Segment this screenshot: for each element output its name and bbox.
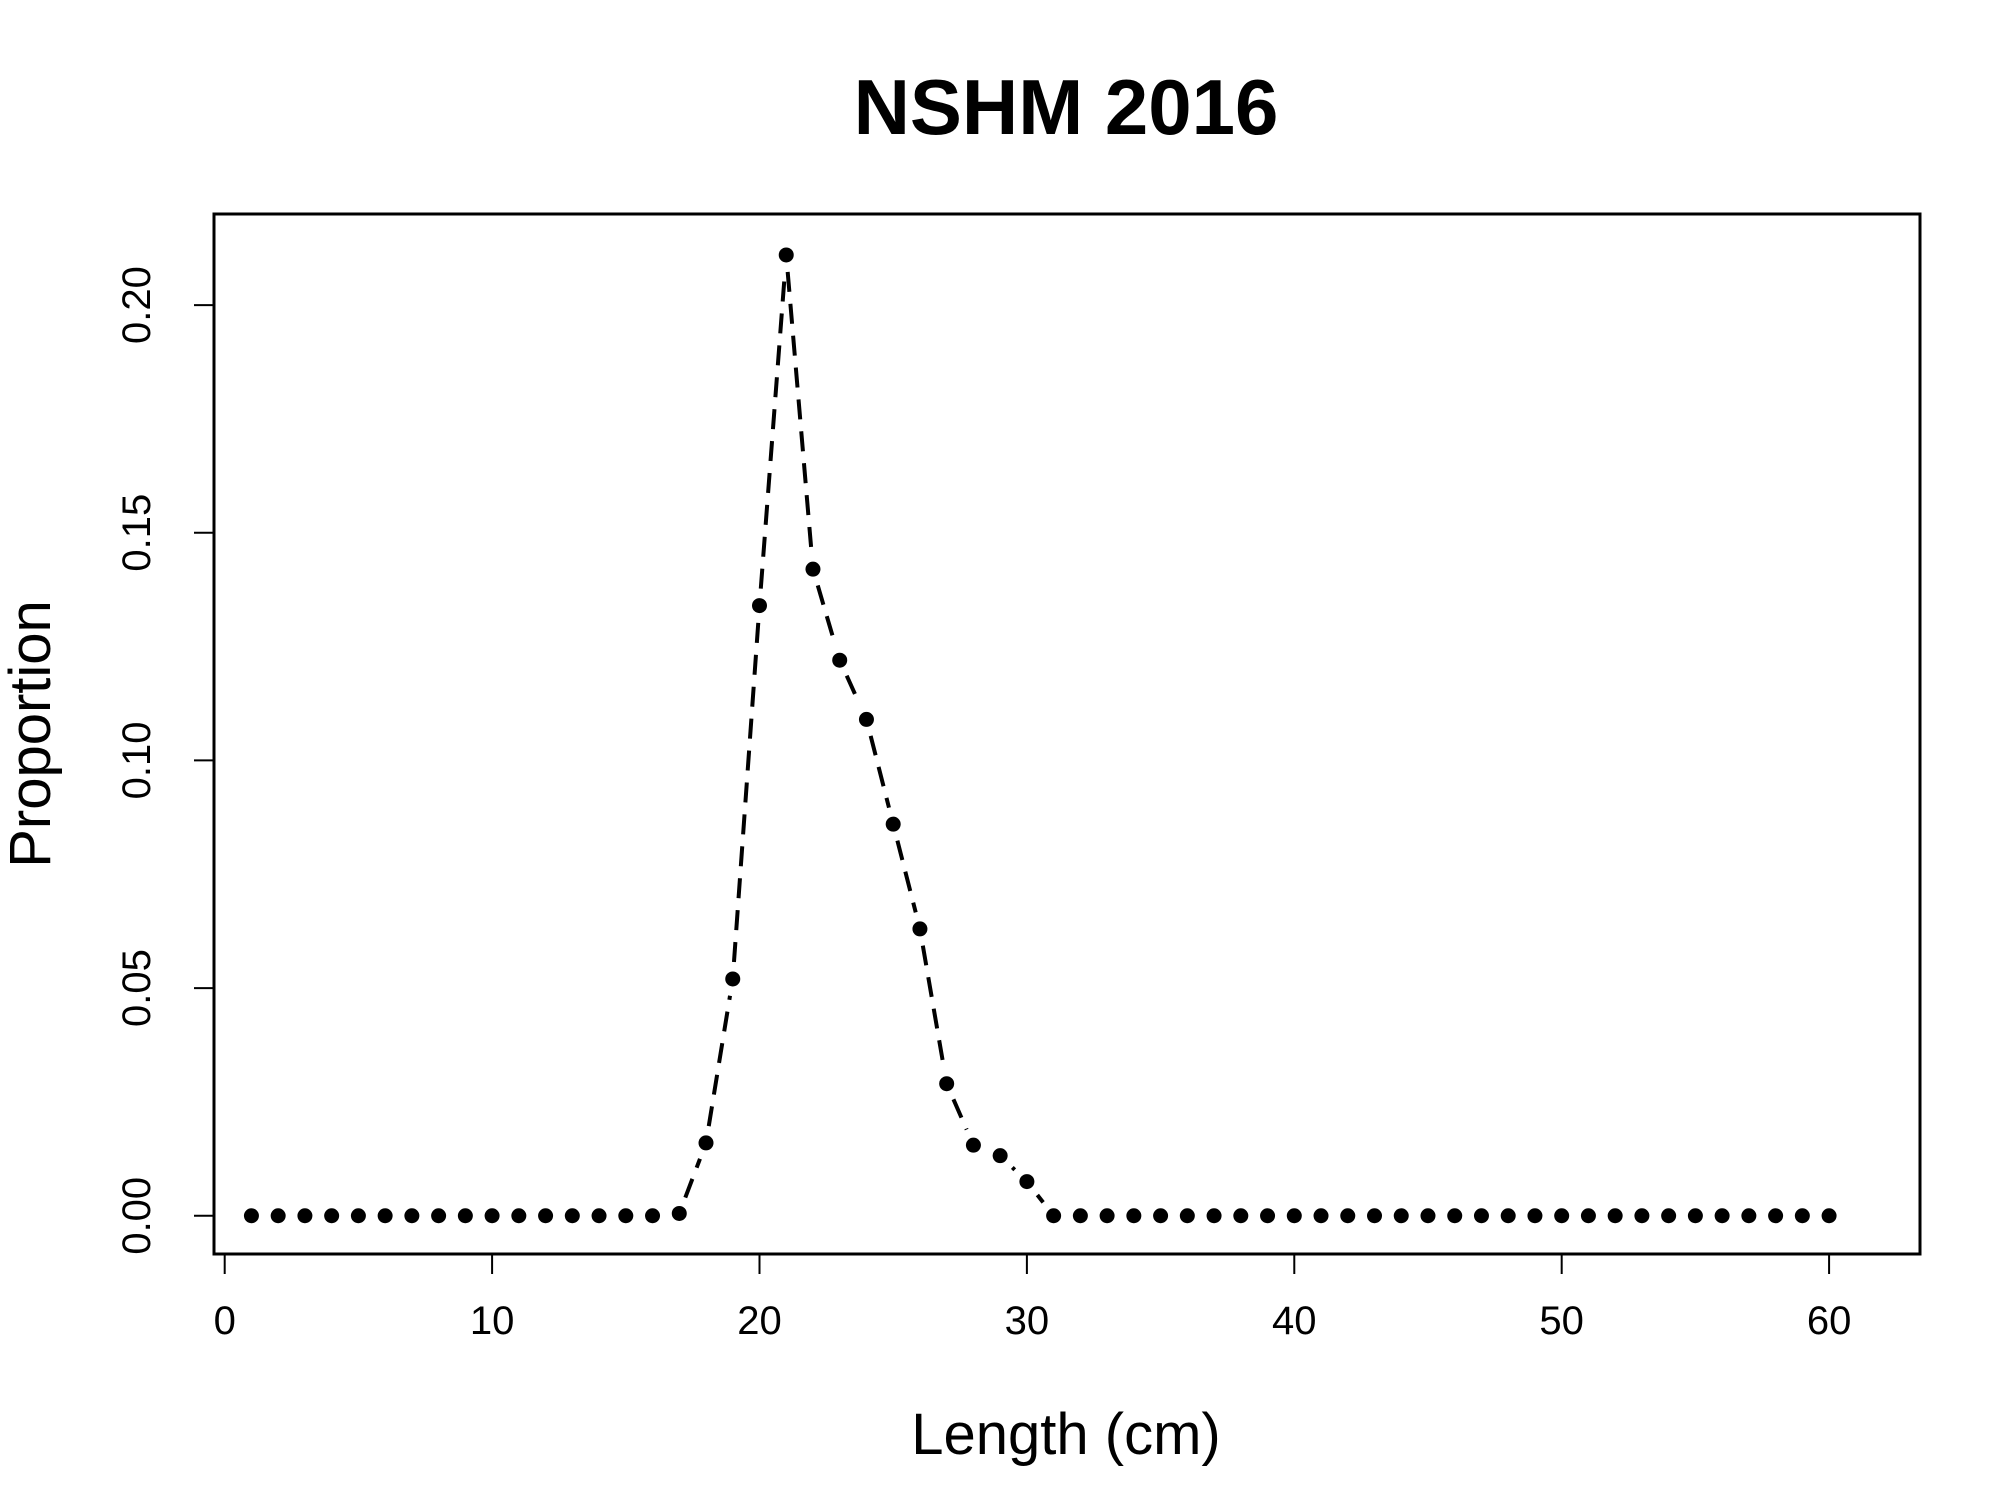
data-point: [1099, 1208, 1115, 1224]
data-point: [805, 561, 821, 577]
data-point: [1607, 1208, 1623, 1224]
data-point: [965, 1137, 981, 1153]
x-tick-label: 10: [470, 1299, 515, 1343]
data-point: [1821, 1208, 1837, 1224]
data-point: [243, 1208, 259, 1224]
y-tick-label: 0.20: [115, 266, 159, 344]
series-line-segment: [951, 1098, 969, 1131]
y-tick-label: 0.00: [115, 1177, 159, 1255]
data-point: [1687, 1208, 1703, 1224]
data-point: [1527, 1208, 1543, 1224]
data-point: [297, 1208, 313, 1224]
data-point: [511, 1208, 527, 1224]
series-line-segment: [683, 1158, 702, 1199]
x-axis-label: Length (cm): [911, 1402, 1220, 1467]
data-point: [484, 1208, 500, 1224]
plot-frame: [212, 212, 1922, 1256]
data-point: [1634, 1208, 1650, 1224]
y-axis: 0.00 0.05 0.10 0.15 0.20: [115, 266, 215, 1255]
data-point: [1447, 1208, 1463, 1224]
data-point: [1340, 1208, 1356, 1224]
data-point: [1768, 1208, 1784, 1224]
data-point: [564, 1208, 580, 1224]
data-point: [885, 816, 901, 832]
data-point: [538, 1208, 554, 1224]
x-tick-label: 50: [1539, 1299, 1584, 1343]
chart-title: NSHM 2016: [854, 63, 1279, 151]
data-point: [832, 652, 848, 668]
data-point: [992, 1148, 1008, 1164]
series-layer: [243, 247, 1837, 1224]
y-tick-label: 0.05: [115, 949, 159, 1027]
data-point: [751, 598, 767, 614]
y-tick-label: 0.15: [115, 494, 159, 572]
data-point: [1554, 1208, 1570, 1224]
data-point: [1206, 1208, 1222, 1224]
data-point: [1367, 1208, 1383, 1224]
data-point: [324, 1208, 340, 1224]
data-point: [1233, 1208, 1249, 1224]
series-line-segment: [785, 271, 814, 553]
data-point: [1393, 1208, 1409, 1224]
data-point: [1153, 1208, 1169, 1224]
data-point: [1580, 1208, 1596, 1224]
data-point: [1741, 1208, 1757, 1224]
data-point: [404, 1208, 420, 1224]
data-point: [457, 1208, 473, 1224]
series-line-segment: [815, 584, 837, 645]
data-point: [1420, 1208, 1436, 1224]
data-point: [1714, 1208, 1730, 1224]
data-point: [431, 1208, 447, 1224]
x-tick-label: 0: [214, 1299, 236, 1343]
data-point: [1019, 1174, 1035, 1190]
data-point: [377, 1208, 393, 1224]
x-tick-label: 60: [1807, 1299, 1852, 1343]
series-line-segment: [758, 271, 787, 589]
data-point: [939, 1076, 955, 1092]
series-line-segment: [706, 995, 732, 1127]
data-point: [725, 971, 741, 987]
data-point: [618, 1208, 634, 1224]
data-point: [778, 247, 794, 263]
series-line-segment: [844, 674, 862, 705]
x-tick-label: 40: [1272, 1299, 1317, 1343]
data-point: [1126, 1208, 1142, 1224]
data-point: [270, 1208, 286, 1224]
data-point: [1260, 1208, 1276, 1224]
data-point: [1794, 1208, 1810, 1224]
data-point: [1072, 1208, 1088, 1224]
data-point: [1473, 1208, 1489, 1224]
series-line-segment: [731, 622, 761, 963]
y-tick-label: 0.10: [115, 721, 159, 799]
data-point: [645, 1208, 661, 1224]
y-axis-label: Proportion: [0, 600, 63, 868]
data-point: [1286, 1208, 1302, 1224]
data-point: [591, 1208, 607, 1224]
data-point: [1661, 1208, 1677, 1224]
data-point: [671, 1205, 687, 1221]
series-line-segment: [895, 840, 918, 913]
data-point: [350, 1208, 366, 1224]
data-point: [1500, 1208, 1516, 1224]
data-point: [1179, 1208, 1195, 1224]
series-line-segment: [1010, 1166, 1017, 1172]
series-line-segment: [868, 735, 891, 809]
series-line-segment: [1035, 1193, 1045, 1204]
data-point: [698, 1135, 714, 1151]
data-point: [1313, 1208, 1329, 1224]
x-tick-label: 20: [737, 1299, 782, 1343]
data-point: [1046, 1208, 1062, 1224]
data-point: [912, 921, 928, 937]
series-line-segment: [920, 945, 946, 1068]
x-tick-label: 30: [1005, 1299, 1050, 1343]
x-axis: 0 10 20 30 40 50 60: [214, 1253, 1852, 1343]
data-point: [858, 711, 874, 727]
